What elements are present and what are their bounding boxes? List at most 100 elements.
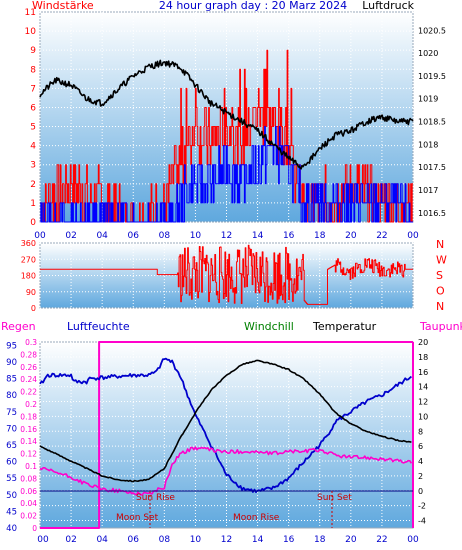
temperature-tick-label: 10: [418, 412, 428, 421]
time-tick-label: 22: [376, 231, 387, 241]
wind-tick-label: 3: [30, 161, 36, 171]
rain-tick-label: 0.2: [25, 400, 37, 409]
wind-tick-label: 0: [30, 218, 36, 228]
rain-tick-label: 0.14: [20, 437, 37, 446]
panel1-wind-axis: 0 1 2 3 4 5 6 7 8 9 10 11: [25, 8, 37, 228]
rain-tick-label: 0.16: [20, 425, 37, 434]
pressure-line: [39, 59, 414, 170]
time-tick-label: 08: [159, 535, 171, 545]
rain-tick-label: 0.28: [20, 350, 37, 359]
panel3-time-axis: 00 02 04 06 08 10 12 14 16 18 20 22 00: [37, 535, 419, 545]
wind-tick-label: 8: [30, 65, 36, 75]
legend-label: Windchill: [244, 320, 294, 333]
rain-tick-label: 0.22: [20, 388, 37, 397]
time-tick-label: 20: [345, 231, 357, 241]
legend-label: Temperatur: [312, 320, 377, 333]
panel3-rain-axis: 0 0.02 0.04 0.06 0.08 0.1 0.12 0.14 0.16 0.18 0.2 0…: [20, 338, 37, 533]
dewpoint-line: [39, 446, 413, 496]
time-tick-label: 02: [65, 231, 76, 241]
time-tick-label: 06: [128, 231, 140, 241]
pressure-tick-label: 1018.5: [418, 118, 446, 127]
panel3-legend: Regen Luftfeuchte Windchill Temperatur Taupu…: [1, 320, 462, 333]
time-tick-label: 06: [128, 535, 140, 545]
time-tick-label: 02: [65, 535, 76, 545]
wind-tick-label: 9: [30, 46, 36, 56]
pressure-tick-label: 1018: [418, 140, 438, 149]
humidity-tick-label: 55: [6, 474, 17, 484]
legend-label: Luftfeuchte: [67, 320, 130, 333]
time-tick-label: 18: [314, 231, 326, 241]
rain-tick-label: 0.24: [20, 375, 37, 384]
temperature-tick-label: 12: [418, 398, 428, 407]
humidity-tick-label: 65: [6, 441, 17, 451]
time-tick-label: 18: [314, 535, 326, 545]
time-tick-label: 20: [345, 535, 357, 545]
rain-tick-label: 0: [32, 524, 37, 533]
wind-tick-label: 6: [30, 103, 36, 113]
humidity-tick-label: 45: [6, 507, 17, 517]
compass-label: N: [436, 300, 444, 313]
pressure-tick-label: 1017.5: [418, 163, 446, 172]
temperature-tick-label: 20: [418, 338, 428, 347]
temperature-tick-label: 4: [418, 457, 423, 466]
wind-tick-label: 11: [25, 8, 36, 18]
humidity-tick-label: 85: [6, 375, 17, 385]
temperature-tick-label: 18: [418, 353, 428, 362]
pressure-tick-label: 1020: [418, 49, 438, 58]
rain-tick-label: 0.18: [20, 412, 37, 421]
time-tick-label: 00: [407, 535, 419, 545]
temperature-tick-label: 16: [418, 368, 428, 377]
wind-tick-label: 10: [25, 27, 37, 37]
time-tick-label: 12: [221, 535, 232, 545]
pressure-axis-title: Luftdruck: [362, 0, 414, 12]
panel1-time-axis: 00 02 04 06 08 10 12 14 16 18 20 22 00: [34, 231, 419, 241]
direction-tick-label: 90: [26, 288, 36, 297]
panel1-series: [39, 49, 414, 223]
temperature-tick-label: 0: [418, 487, 423, 496]
temperature-tick-label: 2: [418, 472, 423, 481]
wind-axis-title: Windstärke: [32, 0, 94, 12]
rain-tick-label: 0.1: [25, 462, 37, 471]
humidity-tick-label: 70: [6, 424, 17, 434]
time-tick-label: 00: [34, 231, 46, 241]
pressure-tick-label: 1019.5: [418, 72, 446, 81]
time-tick-label: 14: [252, 535, 264, 545]
wind-speed-line: [40, 126, 413, 223]
humidity-tick-label: 90: [6, 358, 17, 368]
pressure-tick-label: 1016.5: [418, 209, 446, 218]
humidity-tick-label: 60: [6, 458, 17, 468]
time-tick-label: 22: [376, 535, 387, 545]
pressure-tick-label: 1017: [418, 186, 438, 195]
legend-label: Taupunkt: [419, 320, 462, 333]
humidity-line: [39, 357, 412, 494]
panel3-humidity-axis: 40 45 50 55 60 65 70 75 80 85 90 95: [6, 341, 17, 534]
rain-tick-label: 0.12: [20, 450, 37, 459]
humidity-tick-label: 75: [6, 408, 17, 418]
rain-tick-label: 0.08: [20, 474, 37, 483]
direction-tick-label: 360: [21, 239, 36, 248]
rain-tick-label: 0.02: [20, 512, 37, 521]
wind-tick-label: 2: [30, 180, 36, 190]
temperature-tick-label: 14: [418, 383, 428, 392]
panel3-series: [39, 341, 414, 529]
time-tick-label: 16: [283, 231, 295, 241]
wind-tick-label: 1: [30, 199, 36, 209]
direction-tick-label: 180: [21, 272, 36, 281]
moonset-label: Moon Set: [116, 513, 159, 523]
time-tick-label: 10: [190, 231, 202, 241]
chart-title: 24 hour graph day : 20 Marz 2024: [159, 0, 347, 12]
rain-line: [40, 341, 413, 529]
time-tick-label: 04: [96, 231, 108, 241]
humidity-tick-label: 95: [6, 341, 17, 351]
time-tick-label: 04: [96, 535, 108, 545]
panel3-temperature-axis: -4 -2 0 2 4 6 8 10 12 14 16 18 20: [418, 338, 428, 526]
temperature-line: [39, 359, 412, 483]
panel2-series: [40, 244, 413, 305]
panel1-pressure-axis: 1016.5 1017 1017.5 1018 1018.5 1019 1019.5 1020…: [418, 26, 446, 218]
moonrise-label: Moon Rise: [233, 513, 280, 523]
wind-tick-label: 4: [30, 142, 36, 152]
sunrise-label: Sun Rise: [136, 493, 175, 503]
temperature-tick-label: 8: [418, 427, 423, 436]
